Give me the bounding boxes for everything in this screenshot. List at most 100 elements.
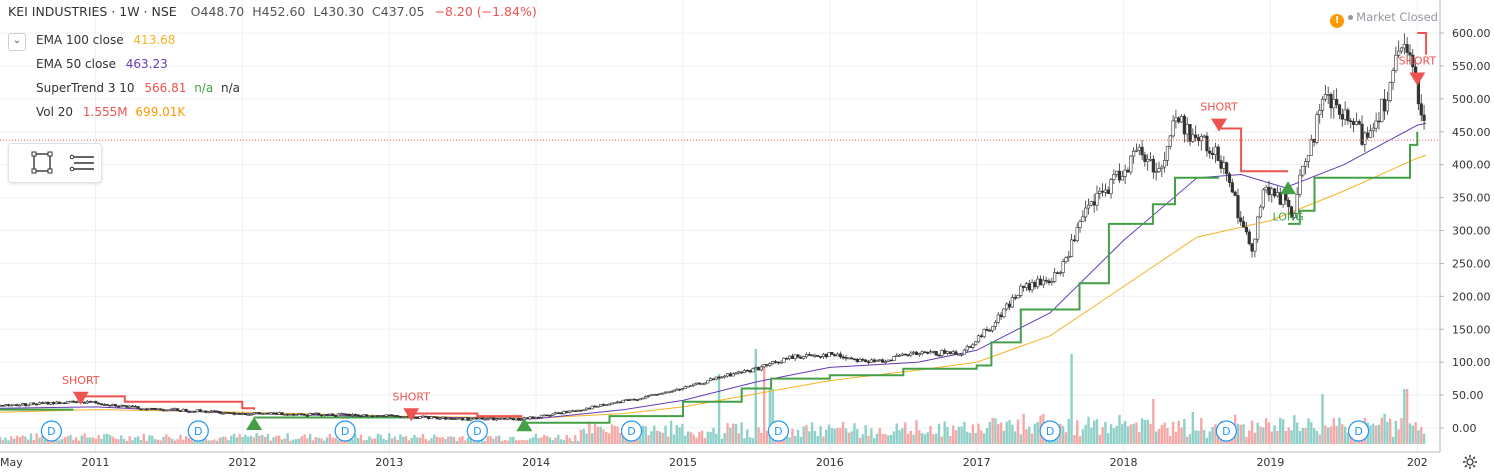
symbol-title[interactable]: KEI INDUSTRIES · 1W · NSE (8, 4, 177, 19)
menu-lines-icon[interactable] (65, 148, 97, 178)
volume-bar (684, 435, 687, 444)
collapse-legend-button[interactable]: ⌄ (8, 33, 26, 51)
candle-up (734, 372, 738, 375)
candle-down (511, 418, 515, 421)
candle-down (1241, 221, 1246, 228)
volume-bar (994, 418, 997, 444)
volume-bar (58, 440, 61, 444)
candle-up (1213, 146, 1217, 155)
candle-down (556, 412, 560, 414)
volume-bar (12, 438, 16, 444)
dividend-marker (1039, 420, 1061, 442)
price-tick-label: 400.00 (1452, 159, 1491, 172)
volume-bar (427, 440, 430, 444)
volume-bar (314, 437, 318, 444)
candle-up (1084, 207, 1088, 218)
candle-up (249, 414, 253, 416)
indicator-ema50[interactable]: EMA 50 close 463.23 (36, 57, 168, 71)
volume-bar (184, 436, 188, 444)
candle-up (1115, 170, 1119, 175)
dividend-marker (334, 420, 356, 442)
volume-bar (452, 437, 456, 444)
volume-bar (18, 437, 21, 444)
volume-bar (571, 440, 574, 444)
candle-down (491, 417, 496, 421)
volume-bar (1389, 418, 1392, 444)
volume-bar (1019, 434, 1023, 444)
volume-bar (926, 432, 929, 444)
price-axis[interactable]: 600.00 550.00 500.00 450.00 400.00 350.00 300.… (1439, 0, 1494, 474)
candle-up (1146, 158, 1150, 162)
candle-down (810, 354, 814, 357)
candle-up (1394, 54, 1398, 71)
volume-bar (438, 437, 442, 444)
candle-down (844, 357, 848, 359)
price-tick-label: 600.00 (1452, 27, 1491, 40)
candle-up (91, 401, 95, 403)
volume-bar (1338, 417, 1341, 444)
volume-bar (466, 437, 470, 444)
candle-up (1380, 98, 1384, 123)
candle-up (4, 404, 8, 407)
time-axis[interactable]: May 2011 2012 2013 2014 2015 2016 2017 2018 2019 2… (0, 451, 1440, 469)
candle-up (1256, 216, 1260, 240)
volume-bar (1304, 427, 1307, 444)
candle-down (1349, 120, 1353, 123)
candle-down (57, 401, 61, 405)
candle-up (514, 417, 518, 421)
candle-up (539, 414, 544, 418)
volume-bar (153, 439, 157, 444)
candle-up (649, 394, 654, 396)
market-status[interactable]: ! Market Closed (1330, 10, 1438, 28)
candle-down (943, 350, 947, 354)
candle-down (153, 407, 157, 410)
volume-bar (63, 437, 67, 444)
candle-up (1078, 221, 1082, 228)
dividend-marker (466, 420, 488, 442)
candle-down (1055, 272, 1060, 274)
candle-up (494, 418, 498, 421)
volume-bar (968, 432, 972, 444)
gear-icon[interactable] (1462, 454, 1478, 470)
volume-bar (1138, 432, 1141, 444)
volume-bar (1028, 426, 1031, 444)
candle-up (624, 399, 628, 402)
indicator-volume[interactable]: Vol 20 1.555M 699.01K (36, 105, 185, 119)
candle-up (458, 417, 462, 420)
candle-down (390, 414, 394, 417)
candle-up (483, 418, 487, 421)
indicator-name: SuperTrend 3 10 (36, 81, 135, 95)
candle-up (976, 335, 981, 343)
volume-bar (495, 436, 498, 444)
indicator-ema100[interactable]: EMA 100 close 413.68 (36, 33, 175, 47)
volume-bar (839, 427, 842, 444)
candle-up (644, 396, 648, 399)
market-status-text: Market Closed (1356, 10, 1438, 24)
volume-bar (252, 437, 255, 444)
volume-bar (1171, 421, 1175, 444)
volume-bar (827, 424, 831, 444)
candle-up (1036, 278, 1040, 288)
rectangle-icon[interactable] (25, 148, 57, 178)
price-change: −8.20 (−1.84%) (434, 4, 537, 19)
candle-down (105, 404, 109, 406)
candle-up (362, 414, 366, 417)
volume-bar (334, 437, 337, 444)
candle-down (852, 358, 857, 361)
volume-bar (872, 438, 876, 444)
volume-bar (325, 437, 329, 444)
candle-down (587, 407, 591, 410)
candle-down (161, 409, 166, 411)
candle-down (914, 351, 919, 356)
indicator-supertrend[interactable]: SuperTrend 3 10 566.81 n/a n/a (36, 81, 240, 95)
candle-up (1112, 174, 1116, 180)
candle-up (147, 407, 152, 411)
candle-down (548, 415, 552, 417)
candle-down (756, 367, 761, 371)
candle-down (1366, 132, 1370, 138)
candle-up (1123, 169, 1127, 177)
volume-bar (114, 438, 117, 444)
volume-bar (909, 430, 913, 444)
